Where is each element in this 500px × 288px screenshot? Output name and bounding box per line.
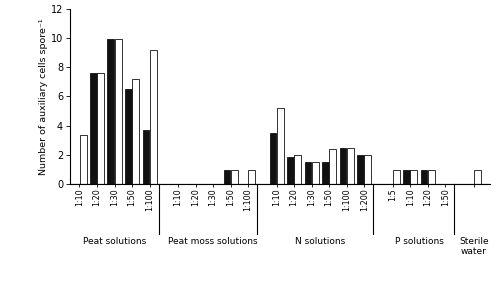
Bar bbox=[312, 162, 318, 184]
Bar bbox=[150, 50, 156, 184]
Bar bbox=[364, 155, 372, 184]
Bar bbox=[287, 156, 294, 184]
Bar bbox=[428, 170, 435, 184]
Bar bbox=[270, 133, 276, 184]
Text: N solutions: N solutions bbox=[296, 237, 346, 246]
Bar bbox=[142, 130, 150, 184]
Bar bbox=[294, 155, 301, 184]
Bar bbox=[304, 162, 312, 184]
Bar bbox=[90, 73, 97, 184]
Bar bbox=[80, 134, 86, 184]
Bar bbox=[231, 170, 237, 184]
Y-axis label: Number of auxiliary cells spore⁻¹: Number of auxiliary cells spore⁻¹ bbox=[39, 18, 48, 175]
Bar bbox=[125, 89, 132, 184]
Bar bbox=[474, 170, 481, 184]
Text: Peat moss solutions: Peat moss solutions bbox=[168, 237, 258, 246]
Text: P solutions: P solutions bbox=[394, 237, 444, 246]
Bar bbox=[132, 79, 139, 184]
Bar bbox=[340, 148, 346, 184]
Bar bbox=[322, 162, 329, 184]
Bar bbox=[224, 170, 230, 184]
Bar bbox=[115, 39, 121, 184]
Bar bbox=[393, 170, 400, 184]
Bar bbox=[357, 155, 364, 184]
Text: Peat solutions: Peat solutions bbox=[83, 237, 146, 246]
Bar bbox=[403, 170, 410, 184]
Bar bbox=[410, 170, 417, 184]
Bar bbox=[108, 39, 114, 184]
Bar bbox=[98, 73, 104, 184]
Bar bbox=[277, 108, 283, 184]
Bar bbox=[330, 149, 336, 184]
Text: Sterile
water: Sterile water bbox=[459, 237, 488, 256]
Bar bbox=[248, 170, 255, 184]
Bar bbox=[347, 148, 354, 184]
Bar bbox=[420, 170, 428, 184]
